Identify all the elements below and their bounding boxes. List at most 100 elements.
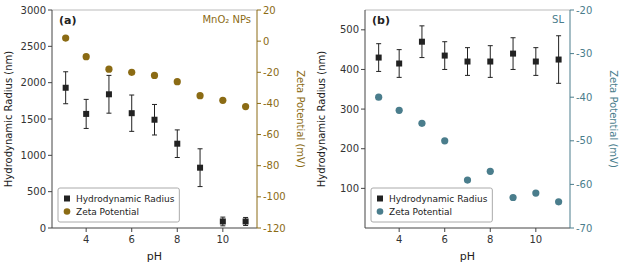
legend-label: Zeta Potential [76,207,139,217]
point [510,51,516,57]
y2-tick [570,228,574,229]
point [83,111,89,117]
error-cap [397,49,402,50]
y-tick [361,188,365,189]
error-cap [533,75,538,76]
y-tick [48,191,52,192]
point [174,78,181,85]
y2-axis-label: Zeta Potential (mV) [608,70,619,168]
title: MnO₂ NPs [202,14,251,25]
point [487,59,493,65]
x-tick [86,228,87,232]
legend-label: Hydrodynamic Radius [389,194,488,204]
point [63,85,69,91]
error-cap [175,157,180,158]
point [62,34,69,41]
frame-top [52,10,257,11]
x-axis-label: pH [147,250,162,263]
error-cap [533,47,538,48]
x-axis-label: pH [460,250,475,263]
y-tick-label: 200 [340,143,359,154]
error-cap [220,217,225,218]
x-tick-label: 6 [129,234,135,245]
y2-tick-label: -50 [576,135,592,146]
x-tick [222,228,223,232]
y2-tick-label: -40 [263,98,279,109]
y-tick [48,46,52,47]
error-bar [63,72,68,104]
error-cap [465,75,470,76]
x-tick-label: 4 [396,234,402,245]
error-bar [419,26,424,58]
point [196,92,203,99]
y-tick [361,109,365,110]
error-cap [488,77,493,78]
point [105,66,112,73]
x-tick [131,228,132,232]
x-tick [535,228,536,232]
y-axis-line [365,10,366,228]
legend-label: Zeta Potential [389,207,452,217]
point [533,59,539,65]
error-bar [442,42,447,70]
x-tick-label: 10 [216,234,229,245]
error-bar [175,130,180,158]
y-tick-label: 1500 [21,114,46,125]
error-bar [106,75,111,113]
x-tick [177,228,178,232]
error-cap [419,25,424,26]
y-tick-label: 3000 [21,5,46,16]
error-cap [198,186,203,187]
legend-marker [64,208,71,215]
y2-axis-label: Zeta Potential (mV) [295,70,306,168]
y2-tick [570,184,574,185]
y2-tick-label: 0 [263,36,269,47]
y-tick [361,148,365,149]
y2-tick-label: -20 [263,67,279,78]
x-tick-label: 8 [487,234,493,245]
y-tick [48,82,52,83]
point [465,59,471,65]
point [556,57,562,63]
error-bar [376,44,381,72]
point [396,61,402,67]
panel: 46810050010001500200025003000-120-100-80… [3,5,306,264]
error-bar [84,99,89,128]
y2-tick-label: -30 [576,48,592,59]
error-bar [129,95,134,131]
error-cap [220,225,225,226]
y2-tick-label: -80 [263,160,279,171]
error-cap [243,217,248,218]
y-tick-label: 500 [27,186,46,197]
error-bar [533,48,538,76]
x-tick-label: 6 [442,234,448,245]
x-tick-label: 8 [174,234,180,245]
x-tick [444,228,445,232]
error-bar [198,149,203,187]
error-cap [106,75,111,76]
y-tick-label: 500 [340,24,359,35]
y2-tick [257,134,261,135]
y2-tick-label: -60 [576,179,592,190]
error-cap [442,41,447,42]
y2-tick-label: -20 [576,5,592,16]
background [0,0,628,271]
point [396,107,403,114]
panel-label: (b) [372,14,390,27]
y-tick-label: 300 [340,104,359,115]
frame-top [365,10,570,11]
y2-tick [570,53,574,54]
point [509,194,516,201]
error-bar [397,50,402,78]
error-cap [243,225,248,226]
error-cap [129,131,134,132]
x-tick-label: 4 [83,234,89,245]
legend-label: Hydrodynamic Radius [76,194,175,204]
y-tick-label: 0 [40,223,46,234]
error-cap [511,69,516,70]
x-axis-line [52,228,257,229]
error-cap [556,83,561,84]
panel-label: (a) [59,14,76,27]
error-cap [419,57,424,58]
point [152,117,158,123]
